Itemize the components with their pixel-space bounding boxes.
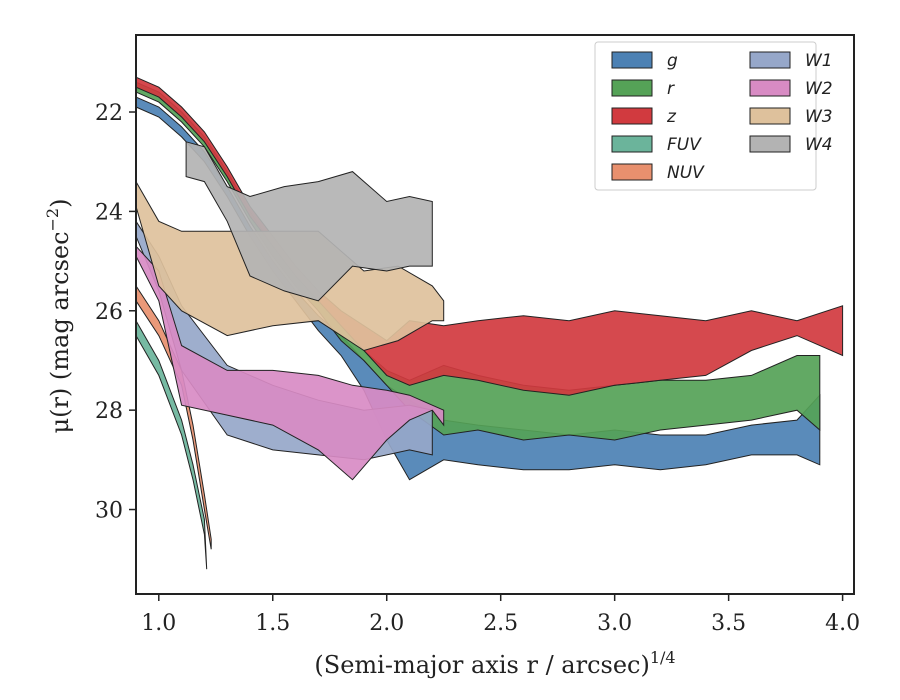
- y-tick-label: 24: [95, 200, 123, 225]
- legend: grz FUV NUV W1 W2 W3 W4: [594, 41, 833, 191]
- legend-label-nuv: NUV: [667, 163, 705, 183]
- legend-swatch-nuv: [611, 163, 653, 181]
- legend-label-w1: W1: [805, 51, 833, 71]
- band-w4: [185, 141, 433, 302]
- legend-label-g: g: [667, 51, 678, 71]
- legend-swatch-r: [611, 79, 653, 97]
- x-tick-label: 3.5: [711, 611, 746, 636]
- legend-label-z: z: [666, 107, 677, 127]
- legend-swatch-fuv: [611, 135, 653, 153]
- y-tick-label: 26: [95, 300, 123, 325]
- legend-swatch-g: [611, 51, 653, 69]
- legend-swatch-w1: [749, 51, 791, 69]
- x-tick-label: 2.5: [483, 611, 518, 636]
- legend-label-w2: W2: [805, 79, 833, 99]
- y-axis: 22 24 26 28 30: [95, 101, 136, 524]
- legend-swatch-w4: [749, 135, 791, 153]
- y-axis-title: μ(r) (mag arcsec−2): [43, 199, 74, 434]
- legend-swatch-w2: [749, 79, 791, 97]
- x-tick-label: 2.0: [369, 611, 404, 636]
- axes-frame: [135, 34, 855, 595]
- legend-swatch-w3: [749, 107, 791, 125]
- x-axis: 1.0 1.5 2.0 2.5 3.0 3.5 4.0: [141, 594, 860, 636]
- legend-label-w4: W4: [805, 135, 833, 155]
- legend-swatch-z: [611, 107, 653, 125]
- y-tick-label: 28: [95, 399, 123, 424]
- x-tick-label: 1.0: [141, 611, 176, 636]
- y-tick-label: 22: [95, 101, 123, 126]
- legend-label-r: r: [667, 79, 675, 99]
- x-tick-label: 4.0: [825, 611, 860, 636]
- x-tick-label: 3.0: [597, 611, 632, 636]
- y-tick-label: 30: [95, 499, 123, 524]
- band-fuv: [135, 318, 208, 570]
- legend-box: [594, 41, 817, 191]
- band-w2: [135, 244, 445, 481]
- legend-label-w3: W3: [805, 107, 833, 127]
- plot-area: [135, 76, 844, 570]
- x-axis-title: (Semi-major axis r / arcsec)1/4: [314, 648, 675, 679]
- legend-label-fuv: FUV: [667, 135, 702, 155]
- x-tick-label: 1.5: [255, 611, 290, 636]
